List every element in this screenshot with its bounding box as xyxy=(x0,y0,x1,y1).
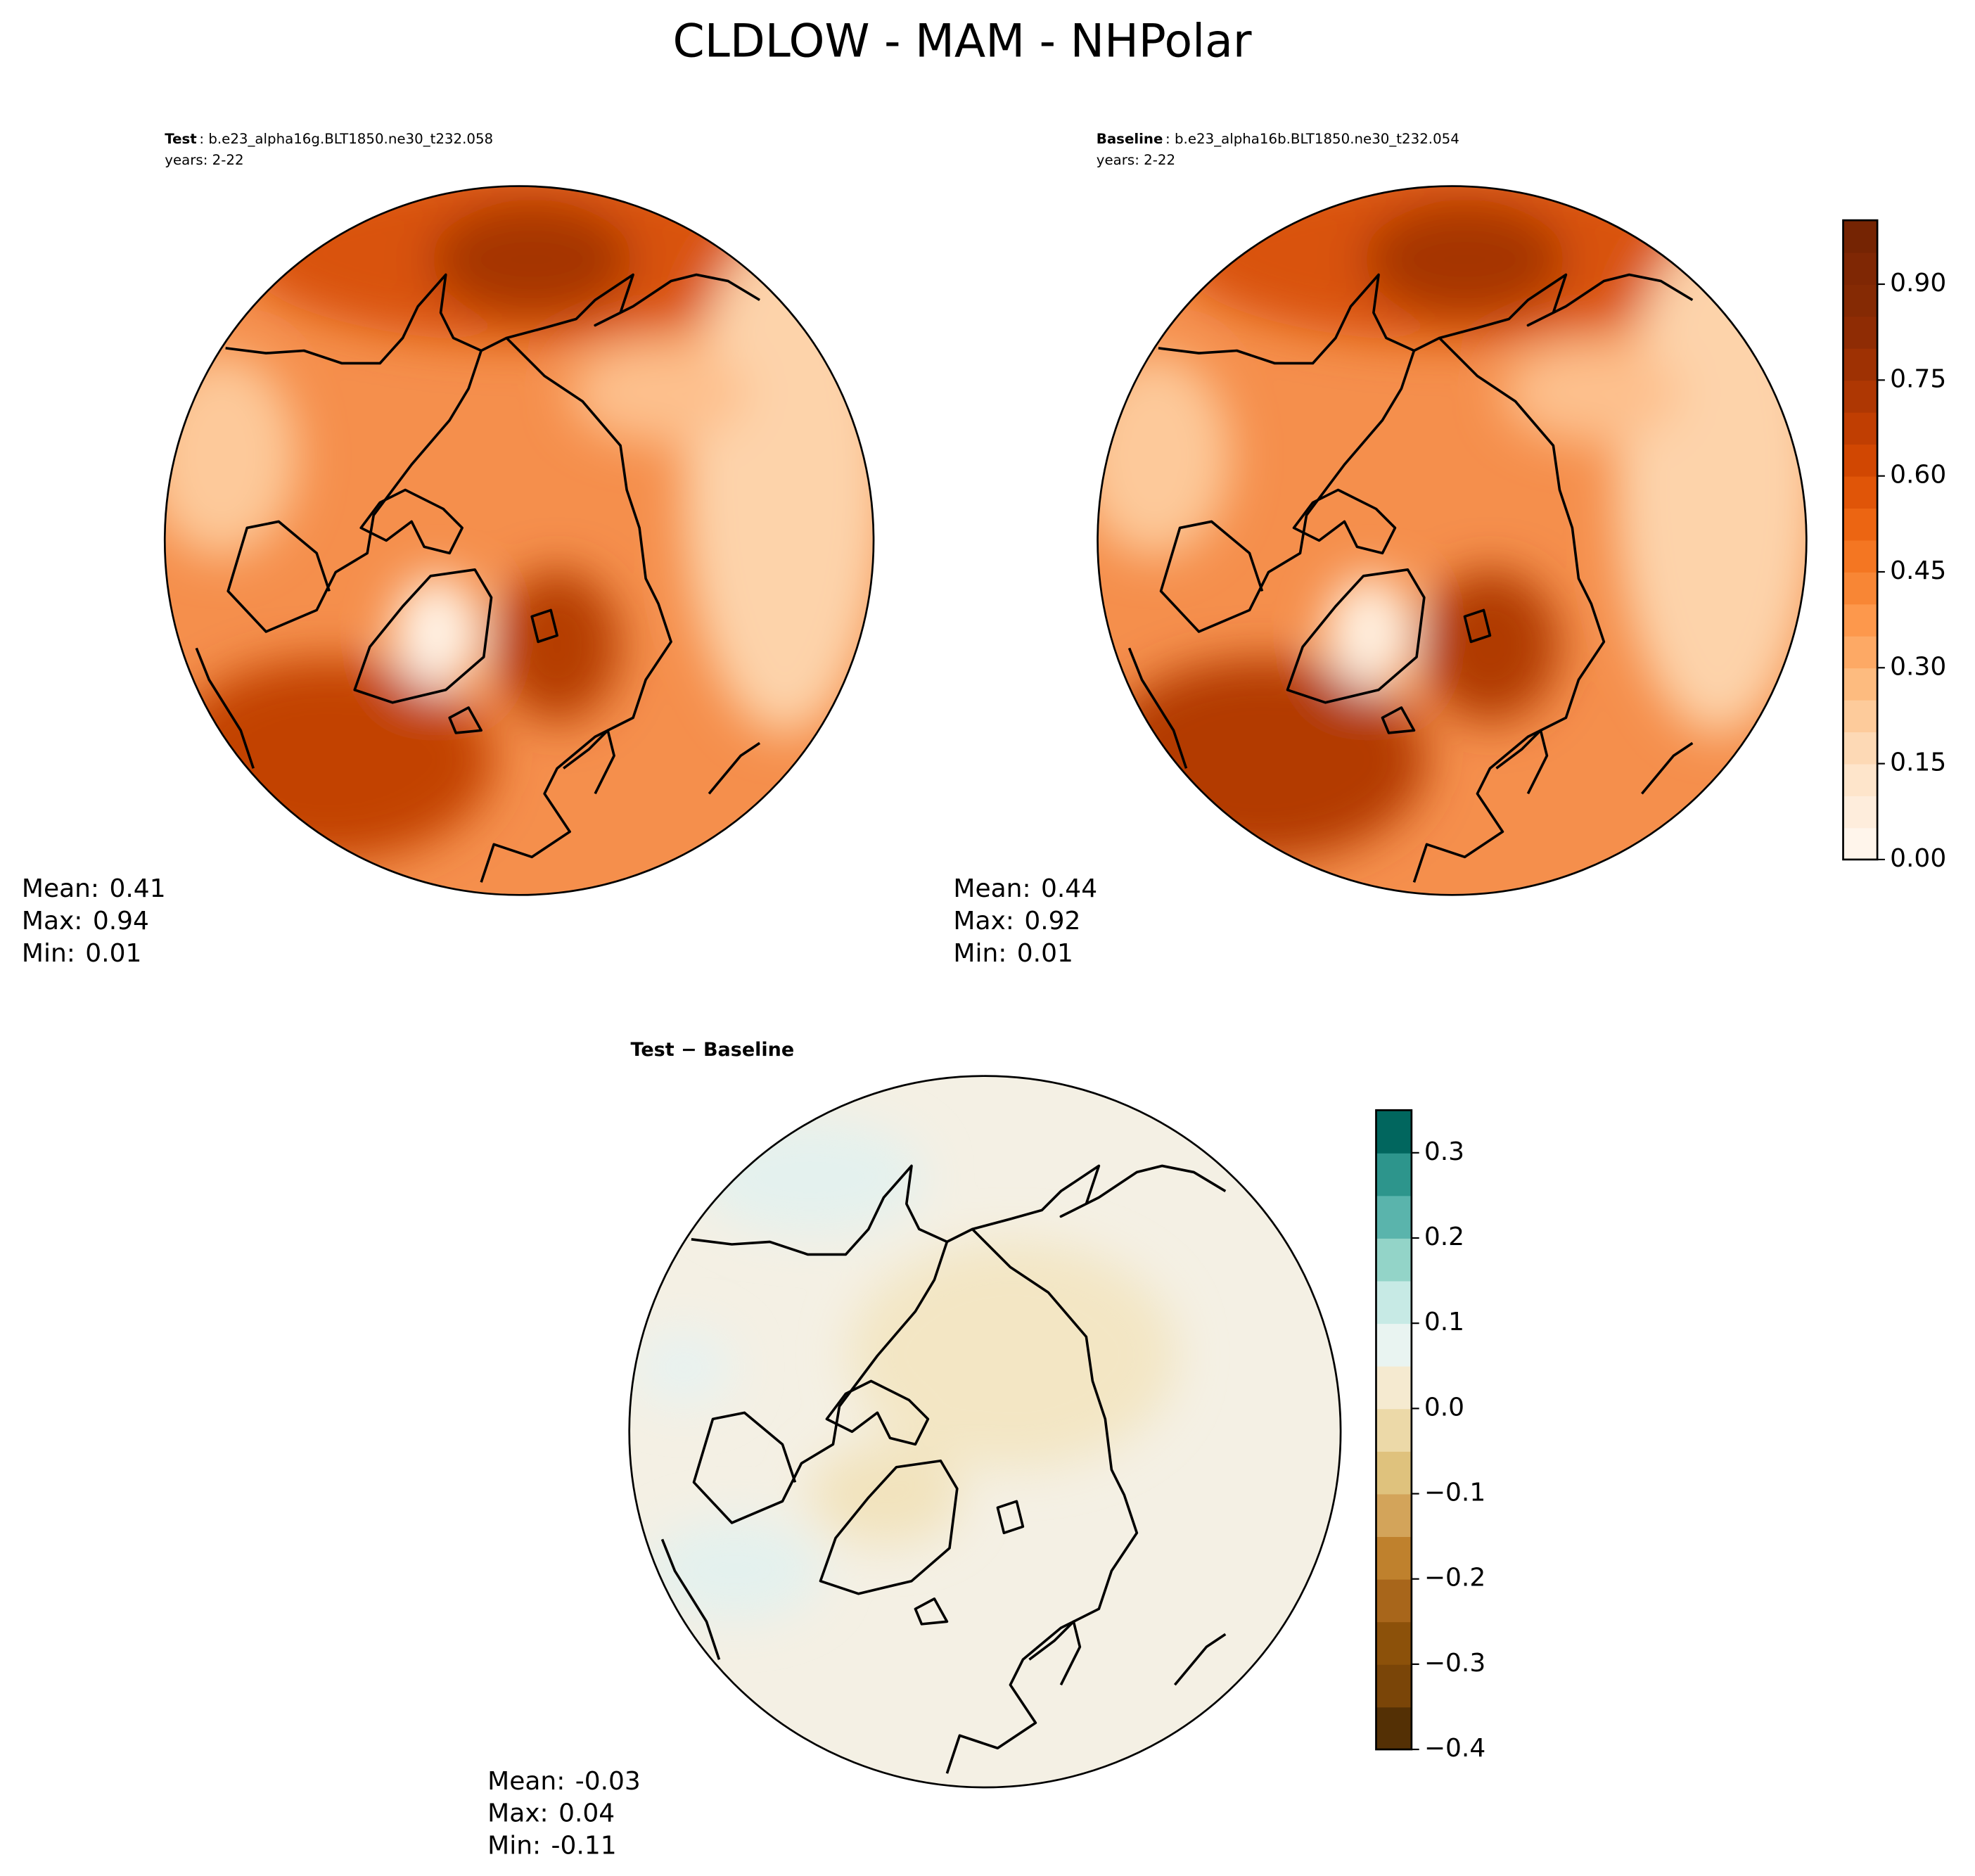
years: years: 2-22 xyxy=(1097,152,1175,168)
colorbar-tick-label: 0.3 xyxy=(1424,1137,1464,1166)
colorbar-tick-label: 0.30 xyxy=(1890,652,1946,681)
stat: Mean: 0.41 xyxy=(22,874,166,903)
colorbar-tick-label: 0.0 xyxy=(1424,1393,1464,1422)
colorbar-band xyxy=(1376,1536,1412,1580)
stat: Mean: -0.03 xyxy=(487,1767,641,1796)
panel-label: Test − Baseline xyxy=(631,1039,795,1061)
colorbar-band xyxy=(1843,411,1878,445)
stat-value: -0.03 xyxy=(575,1767,641,1796)
colorbar-band xyxy=(1376,1493,1412,1538)
stat-label: Max: xyxy=(953,907,1014,936)
stat-value: 0.92 xyxy=(1024,907,1080,936)
colorbar-band xyxy=(1376,1706,1412,1750)
stat: Max: 0.04 xyxy=(487,1799,615,1828)
colorbar-tick-label: 0.2 xyxy=(1424,1223,1464,1251)
colorbar-band xyxy=(1843,284,1878,317)
colorbar-band xyxy=(1843,380,1878,413)
colorbar-band xyxy=(1843,732,1878,765)
stat-label: Min: xyxy=(953,939,1006,968)
colorbar-tick-label: −0.1 xyxy=(1424,1479,1485,1507)
stat: Max: 0.94 xyxy=(22,907,149,936)
panel-label: Test xyxy=(165,130,197,146)
stat-value: 0.01 xyxy=(1017,939,1073,968)
stat: Max: 0.92 xyxy=(953,907,1080,936)
colorbar-band xyxy=(1376,1110,1412,1154)
stat-value: 0.41 xyxy=(109,874,165,903)
colorbar-tick-label: 0.90 xyxy=(1890,269,1946,298)
stat-label: Min: xyxy=(22,939,75,968)
colorbar-band xyxy=(1376,1408,1412,1452)
stat-value: 0.94 xyxy=(93,907,149,936)
stat-value: 0.44 xyxy=(1041,874,1097,903)
stat-value: -0.11 xyxy=(551,1832,617,1861)
colorbar-band xyxy=(1376,1365,1412,1410)
case-name: : b.e23_alpha16g.BLT1850.ne30_t232.058 xyxy=(199,130,493,146)
stat-label: Max: xyxy=(22,907,83,936)
colorbar-band xyxy=(1376,1578,1412,1623)
map-difference xyxy=(629,1076,1341,1788)
colorbar-band xyxy=(1843,763,1878,796)
stat: Min: 0.01 xyxy=(953,939,1073,968)
colorbar-tick-label: 0.00 xyxy=(1890,844,1946,873)
stat-label: Max: xyxy=(487,1799,549,1828)
colorbar-band xyxy=(1843,252,1878,285)
colorbar-tick-label: −0.3 xyxy=(1424,1649,1485,1678)
colorbar-band xyxy=(1843,316,1878,349)
colorbar-band xyxy=(1843,796,1878,829)
colorbar-band xyxy=(1843,604,1878,637)
map-border xyxy=(628,1075,1342,1789)
stat: Mean: 0.44 xyxy=(953,874,1097,903)
colorbar-band xyxy=(1843,635,1878,669)
colorbar-band xyxy=(1843,571,1878,605)
panel-header: Test: b.e23_alpha16g.BLT1850.ne30_t232.0… xyxy=(165,130,493,146)
colorbar-tick-label: 0.75 xyxy=(1890,364,1946,393)
panel-label: Baseline xyxy=(1097,130,1163,146)
colorbar-frame xyxy=(1842,219,1879,861)
colorbar-band xyxy=(1843,668,1878,701)
stat-label: Min: xyxy=(487,1832,541,1861)
years: years: 2-22 xyxy=(165,152,243,168)
colorbar-frame xyxy=(1375,1109,1413,1751)
colorbar-band xyxy=(1843,827,1878,860)
map-test xyxy=(165,186,874,895)
stat-value: 0.04 xyxy=(558,1799,615,1828)
colorbar-band xyxy=(1843,540,1878,573)
colorbar-band xyxy=(1376,1450,1412,1495)
stat: Min: -0.11 xyxy=(487,1832,616,1861)
colorbar-band xyxy=(1843,508,1878,541)
panel-header: Baseline: b.e23_alpha16b.BLT1850.ne30_t2… xyxy=(1097,130,1459,146)
colorbar-band xyxy=(1376,1195,1412,1239)
stat-label: Mean: xyxy=(22,874,99,903)
colorbar-band xyxy=(1376,1664,1412,1708)
colorbar-tick-label: 0.15 xyxy=(1890,748,1946,777)
colorbar-band xyxy=(1843,699,1878,733)
figure-title: CLDLOW - MAM - NHPolar xyxy=(673,15,1252,68)
map-border xyxy=(163,185,875,896)
colorbar-band xyxy=(1376,1323,1412,1367)
case-name: : b.e23_alpha16b.BLT1850.ne30_t232.054 xyxy=(1165,130,1459,146)
colorbar-tick-label: −0.2 xyxy=(1424,1564,1485,1593)
colorbar-tick-label: 0.1 xyxy=(1424,1308,1464,1336)
colorbar-band xyxy=(1376,1280,1412,1325)
stat-label: Mean: xyxy=(487,1767,565,1796)
stat-value: 0.01 xyxy=(85,939,141,968)
colorbar-band xyxy=(1843,476,1878,509)
colorbar-tick-label: 0.60 xyxy=(1890,461,1946,490)
colorbar-band xyxy=(1843,220,1878,253)
colorbar-band xyxy=(1843,444,1878,477)
map-border xyxy=(1097,185,1808,896)
colorbar-band xyxy=(1376,1238,1412,1282)
stat-label: Mean: xyxy=(953,874,1030,903)
colorbar-tick-label: 0.45 xyxy=(1890,556,1946,585)
colorbar-tick-label: −0.4 xyxy=(1424,1734,1485,1763)
stat: Min: 0.01 xyxy=(22,939,142,968)
colorbar-band xyxy=(1376,1621,1412,1665)
colorbar-band xyxy=(1843,347,1878,381)
colorbar-band xyxy=(1376,1152,1412,1197)
